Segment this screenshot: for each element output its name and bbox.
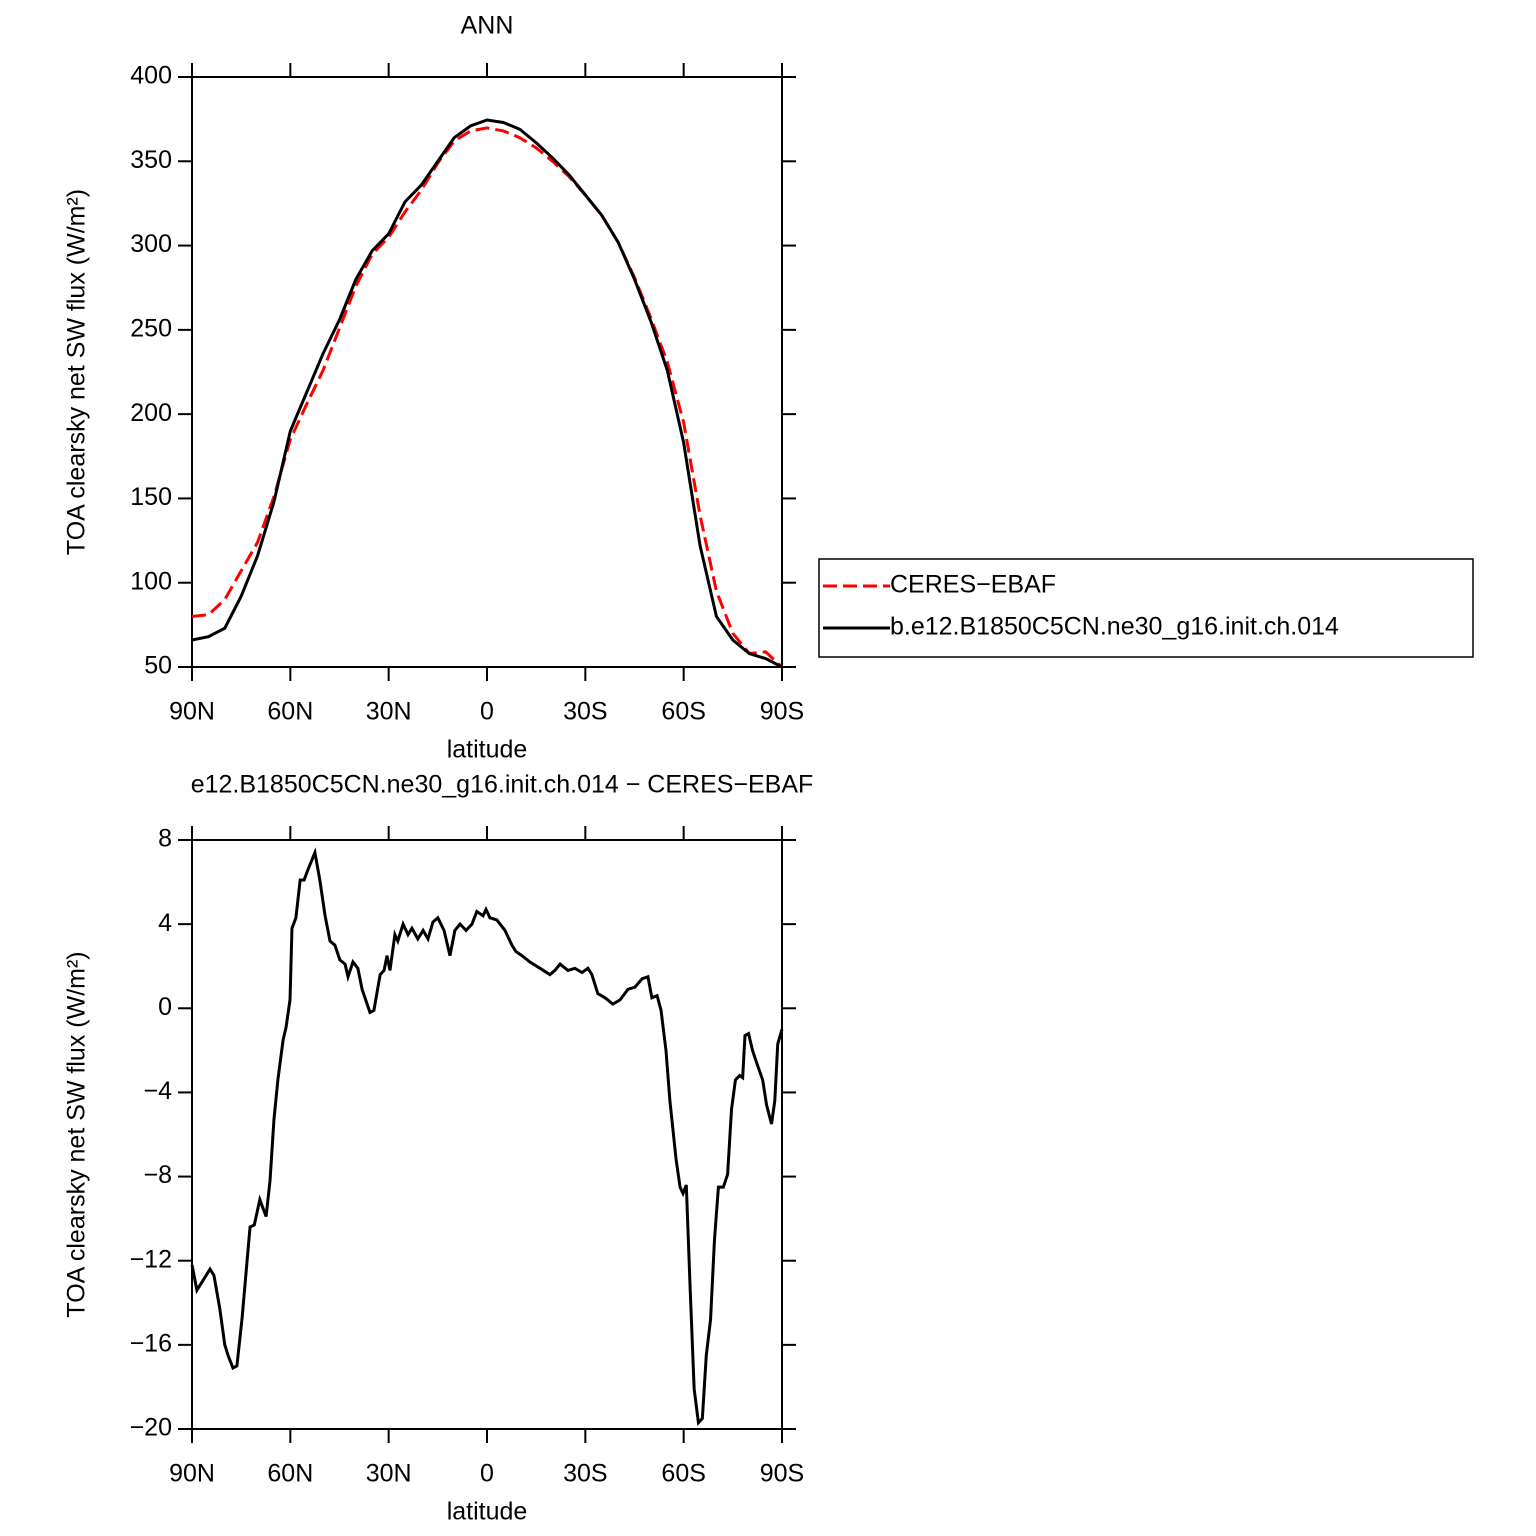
y-tick-label: 150 xyxy=(130,483,172,511)
data-line xyxy=(190,847,784,1427)
x-tick-label: 60S xyxy=(661,1460,705,1488)
x-tick-label: 90N xyxy=(169,1460,215,1488)
chart-title: e12.B1850C5CN.ne30_g16.init.ch.014 − CER… xyxy=(191,771,814,799)
x-tick-label: 60S xyxy=(661,698,705,726)
data-line xyxy=(191,126,784,669)
legend-label: b.e12.B1850C5CN.ne30_g16.init.ch.014 xyxy=(890,613,1339,641)
plot-frame xyxy=(191,839,783,1430)
x-tick-label: 0 xyxy=(480,1460,494,1488)
y-tick-label: 200 xyxy=(130,399,172,427)
x-axis-label: latitude xyxy=(447,1498,528,1526)
y-axis-label: TOA clearsky net SW flux (W/m²) xyxy=(63,189,91,555)
y-tick-label: 8 xyxy=(158,825,172,853)
y-tick-label: −16 xyxy=(130,1329,172,1357)
x-axis-label: latitude xyxy=(447,736,528,764)
y-tick-label: 100 xyxy=(130,567,172,595)
y-tick-label: 250 xyxy=(130,314,172,342)
plot-frame xyxy=(191,76,783,668)
data-line xyxy=(191,118,783,669)
x-tick-label: 90S xyxy=(760,1460,804,1488)
x-tick-label: 0 xyxy=(480,698,494,726)
x-tick-label: 60N xyxy=(267,698,313,726)
y-tick-label: −20 xyxy=(130,1414,172,1442)
y-tick-label: −4 xyxy=(143,1077,172,1105)
chart-title: ANN xyxy=(461,12,514,40)
y-tick-label: 4 xyxy=(158,909,172,937)
y-tick-label: 300 xyxy=(130,230,172,258)
y-axis-label: TOA clearsky net SW flux (W/m²) xyxy=(63,951,91,1317)
y-tick-label: −8 xyxy=(143,1161,172,1189)
legend-label: CERES−EBAF xyxy=(890,571,1056,599)
x-tick-label: 60N xyxy=(267,1460,313,1488)
x-tick-label: 30N xyxy=(366,1460,412,1488)
y-tick-label: 400 xyxy=(130,62,172,90)
y-tick-label: 50 xyxy=(144,652,172,680)
x-tick-label: 30S xyxy=(563,698,607,726)
y-tick-label: 0 xyxy=(158,993,172,1021)
y-tick-label: 350 xyxy=(130,146,172,174)
x-tick-label: 30N xyxy=(366,698,412,726)
x-tick-label: 90N xyxy=(169,698,215,726)
x-tick-label: 30S xyxy=(563,1460,607,1488)
x-tick-label: 90S xyxy=(760,698,804,726)
legend-box xyxy=(818,558,1474,658)
y-tick-label: −12 xyxy=(130,1245,172,1273)
